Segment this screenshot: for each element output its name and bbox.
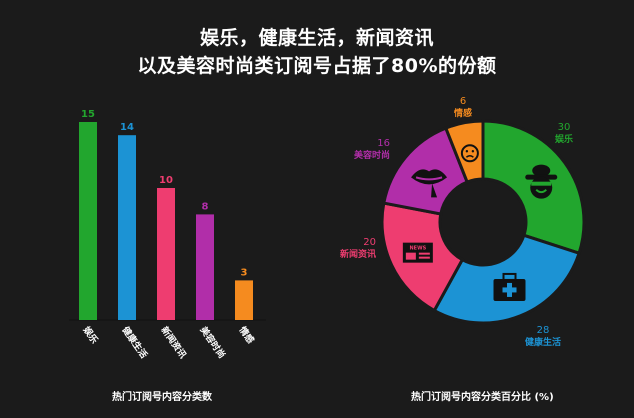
donut-category-label: 娱乐 bbox=[555, 133, 573, 145]
svg-text:NEWS: NEWS bbox=[409, 246, 426, 252]
bar bbox=[157, 188, 175, 320]
donut-category-label: 健康生活 bbox=[525, 336, 561, 348]
bar-value-label: 14 bbox=[120, 122, 134, 133]
bar-chart-title: 热门订阅号内容分类数 bbox=[112, 392, 212, 403]
headline: 娱乐，健康生活，新闻资讯 以及美容时尚类订阅号占据了80%的份额 bbox=[0, 24, 634, 80]
bar-category-label: 新闻资讯 bbox=[158, 324, 188, 360]
bar-chart: 15 娱乐 14 健康生活 10 新闻资讯 8 美容时尚 3 情感 bbox=[69, 109, 266, 361]
masked-face-icon bbox=[525, 164, 558, 199]
bar-category-label: 娱乐 bbox=[80, 324, 100, 346]
donut-value-label: 20 bbox=[363, 237, 376, 248]
bar-category-label: 美容时尚 bbox=[197, 324, 227, 360]
donut-value-label: 6 bbox=[460, 96, 466, 107]
donut-category-label: 情感 bbox=[453, 107, 472, 119]
newspaper-icon: NEWS bbox=[402, 242, 433, 263]
headline-line-1: 娱乐，健康生活，新闻资讯 bbox=[199, 27, 434, 49]
lips-icon bbox=[411, 169, 448, 198]
bar bbox=[235, 280, 253, 320]
donut-category-label: 新闻资讯 bbox=[340, 248, 376, 260]
headline-line-2: 以及美容时尚类订阅号占据了80%的份额 bbox=[137, 55, 497, 77]
bar-category-label: 健康生活 bbox=[119, 324, 149, 360]
bar-category-label: 情感 bbox=[236, 323, 257, 345]
donut-category-label: 美容时尚 bbox=[354, 149, 390, 161]
bar bbox=[118, 135, 136, 320]
donut-chart-title: 热门订阅号内容分类百分比 (%) bbox=[411, 392, 554, 403]
donut-value-label: 30 bbox=[558, 122, 571, 133]
donut-value-label: 28 bbox=[537, 325, 550, 336]
sad-face-icon bbox=[460, 144, 479, 163]
bar-value-label: 8 bbox=[202, 201, 209, 212]
bar-value-label: 15 bbox=[81, 109, 95, 120]
bar-value-label: 3 bbox=[241, 267, 248, 278]
donut-slice bbox=[443, 119, 485, 184]
bar bbox=[79, 122, 97, 320]
donut-value-label: 16 bbox=[377, 138, 390, 149]
bar-value-label: 10 bbox=[159, 175, 173, 186]
bar bbox=[196, 214, 214, 320]
medical-kit-icon bbox=[493, 272, 526, 301]
